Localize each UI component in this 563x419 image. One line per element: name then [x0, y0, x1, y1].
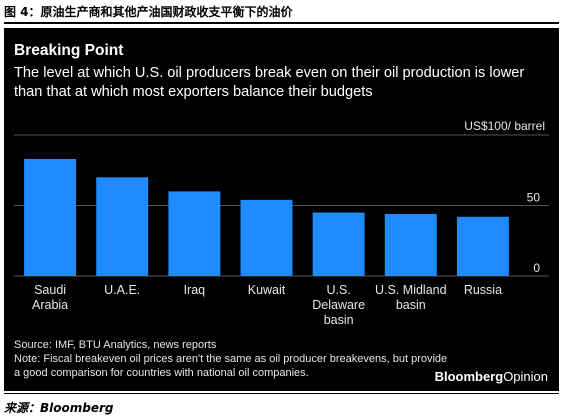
bloomberg-opinion-logo: BloombergOpinion — [435, 369, 548, 384]
top-divider — [4, 22, 559, 24]
x-tick-label: basin — [396, 298, 426, 312]
x-tick-label: Arabia — [32, 298, 68, 312]
bar — [240, 199, 293, 276]
bar — [312, 212, 365, 276]
bar — [168, 191, 221, 276]
y-tick-label: 0 — [533, 261, 540, 275]
brand-part2: Opinion — [503, 369, 548, 384]
bar — [24, 158, 77, 276]
figure-caption: 图 4：原油生产商和其他产油国财政收支平衡下的油价 — [4, 5, 293, 19]
x-tick-label: basin — [324, 313, 354, 327]
bottom-divider — [4, 393, 559, 394]
brand-part1: Bloomberg — [434, 369, 504, 384]
bar — [96, 177, 149, 276]
footnote: Note: Fiscal breakeven oil prices aren't… — [14, 353, 448, 379]
footer-source: 来源：Bloomberg — [4, 401, 114, 415]
x-tick-label: Russia — [464, 283, 502, 297]
x-tick-label: Iraq — [184, 283, 206, 297]
x-tick-label: Saudi — [34, 283, 66, 297]
x-tick-label: U.S. Midland — [375, 283, 447, 297]
chart-panel: Breaking Point The level at which U.S. o… — [4, 28, 559, 391]
x-tick-label: U.S. — [326, 283, 350, 297]
source-note: Source: IMF, BTU Analytics, news reports — [14, 339, 217, 351]
bar — [384, 213, 437, 276]
x-tick-label: Kuwait — [248, 283, 286, 297]
y-tick-label: 50 — [527, 191, 541, 205]
x-tick-label: U.A.E. — [104, 283, 140, 297]
y-axis-unit-label: US$100/ barrel — [464, 119, 545, 133]
x-tick-label: Delaware — [312, 298, 365, 312]
chart-title: Breaking Point — [14, 42, 124, 59]
bar — [456, 216, 509, 276]
chart-subtitle: The level at which U.S. oil producers br… — [14, 65, 525, 100]
